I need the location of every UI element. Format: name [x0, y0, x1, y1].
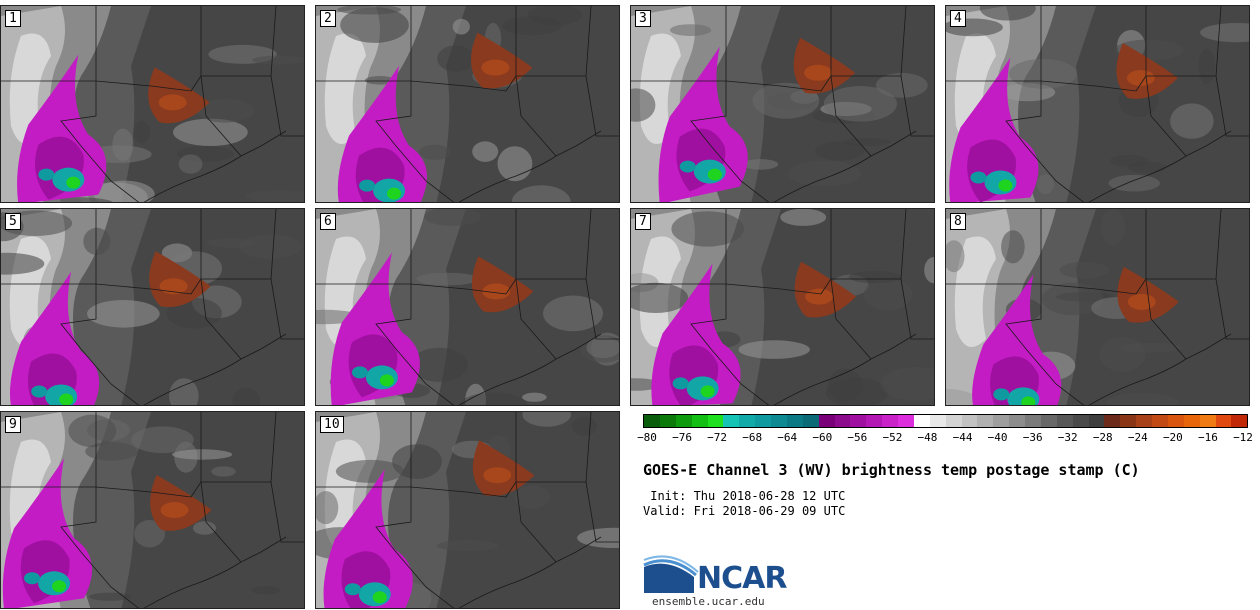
colorbar-swatch: [1120, 415, 1137, 427]
wv-map: [1, 6, 304, 202]
postage-stamp-panel: 5: [0, 208, 305, 406]
colorbar-swatch: [1056, 415, 1073, 427]
colorbar-tick-label: −52: [882, 431, 903, 444]
postage-stamp-panel: 4: [945, 5, 1250, 203]
colorbar-swatch: [771, 415, 787, 427]
colorbar-swatch: [1152, 415, 1168, 427]
colorbar-swatch: [1167, 415, 1184, 427]
ncar-logo-text: NCAR: [697, 561, 787, 596]
figure-title: GOES-E Channel 3 (WV) brightness temp po…: [643, 461, 1140, 479]
colorbar-tick-label: −76: [672, 431, 692, 444]
colorbar-swatch: [882, 415, 898, 427]
wv-map: [316, 412, 619, 608]
colorbar-tick-label: −12: [1233, 431, 1253, 444]
valid-time: Valid: Fri 2018-06-29 09 UTC: [643, 504, 846, 518]
colorbar-swatch: [977, 415, 994, 427]
colorbar-swatch: [850, 415, 867, 427]
postage-stamp-panel: 7: [630, 208, 935, 406]
colorbar-tick-label: −60: [812, 431, 833, 444]
colorbar-swatch: [1136, 415, 1152, 427]
colorbar-swatch: [1088, 415, 1105, 427]
colorbar-tick-label: −16: [1198, 431, 1218, 444]
postage-stamp-panel: 9: [0, 411, 305, 609]
colorbar-swatch: [961, 415, 978, 427]
ncar-logo-icon: [643, 555, 699, 593]
colorbar-tick-label: −24: [1127, 431, 1148, 444]
wv-map: [1, 209, 304, 405]
colorbar-swatch: [1040, 415, 1057, 427]
panel-label: 3: [635, 10, 651, 27]
postage-stamp-panel: 8: [945, 208, 1250, 406]
postage-stamp-panel: 1: [0, 5, 305, 203]
colorbar-tick-label: −80: [637, 431, 657, 444]
colorbar-swatch: [1009, 415, 1025, 427]
colorbar-swatch: [945, 415, 962, 427]
panel-label: 8: [950, 213, 966, 230]
colorbar-swatch: [1104, 415, 1121, 427]
colorbar-swatch: [786, 415, 803, 427]
colorbar-swatch: [1199, 415, 1216, 427]
panel-label: 7: [635, 213, 651, 230]
colorbar-swatch: [993, 415, 1010, 427]
colorbar-swatch: [818, 415, 835, 427]
colorbar-tick-label: −64: [777, 431, 798, 444]
panel-label: 10: [320, 416, 344, 433]
wv-map: [316, 209, 619, 405]
postage-stamp-panel: 3: [630, 5, 935, 203]
colorbar-swatch: [913, 415, 930, 427]
colorbar-swatch: [659, 415, 676, 427]
colorbar-tick-label: −28: [1092, 431, 1113, 444]
colorbar-tick-label: −56: [847, 431, 868, 444]
postage-stamp-panel: 6: [315, 208, 620, 406]
wv-map: [631, 209, 934, 405]
colorbar-tick-label: −32: [1057, 431, 1078, 444]
wv-map: [946, 6, 1249, 202]
colorbar-swatch: [834, 415, 851, 427]
colorbar-tick-label: −48: [917, 431, 938, 444]
colorbar-tick-label: −68: [742, 431, 763, 444]
postage-stamp-panel: 2: [315, 5, 620, 203]
colorbar-swatch: [755, 415, 771, 427]
panel-label: 1: [5, 10, 21, 27]
wv-map: [946, 209, 1249, 405]
colorbar-swatch: [802, 415, 819, 427]
colorbar-swatch: [866, 415, 883, 427]
colorbar-swatch: [739, 415, 756, 427]
colorbar: [643, 414, 1248, 428]
colorbar-swatch: [1215, 415, 1232, 427]
init-time: Init: Thu 2018-06-28 12 UTC: [643, 489, 846, 503]
panel-label: 2: [320, 10, 336, 27]
colorbar-swatch: [1183, 415, 1200, 427]
panel-label: 6: [320, 213, 336, 230]
colorbar-swatch: [1231, 415, 1248, 427]
wv-map: [631, 6, 934, 202]
colorbar-swatch: [707, 415, 724, 427]
colorbar-ticks: −80 −76 −72 −68 −64 −60 −56 −52 −48 −44 −40 −36 −32 −…: [637, 431, 1253, 447]
colorbar-tick-label: −72: [707, 431, 728, 444]
colorbar-swatch: [1072, 415, 1089, 427]
website-url: ensemble.ucar.edu: [652, 595, 765, 608]
colorbar-swatch: [1025, 415, 1041, 427]
colorbar-tick-label: −44: [952, 431, 973, 444]
colorbar-swatch: [723, 415, 740, 427]
colorbar-swatch: [898, 415, 914, 427]
panel-label: 9: [5, 416, 21, 433]
panel-label: 5: [5, 213, 21, 230]
colorbar-swatch: [691, 415, 708, 427]
colorbar-swatch: [644, 415, 660, 427]
colorbar-tick-label: −20: [1162, 431, 1183, 444]
colorbar-tick-label: −36: [1022, 431, 1043, 444]
colorbar-swatch: [675, 415, 692, 427]
wv-map: [316, 6, 619, 202]
postage-stamp-panel: 10: [315, 411, 620, 609]
panel-label: 4: [950, 10, 966, 27]
wv-map: [1, 412, 304, 608]
colorbar-tick-label: −40: [987, 431, 1008, 444]
colorbar-swatch: [929, 415, 946, 427]
